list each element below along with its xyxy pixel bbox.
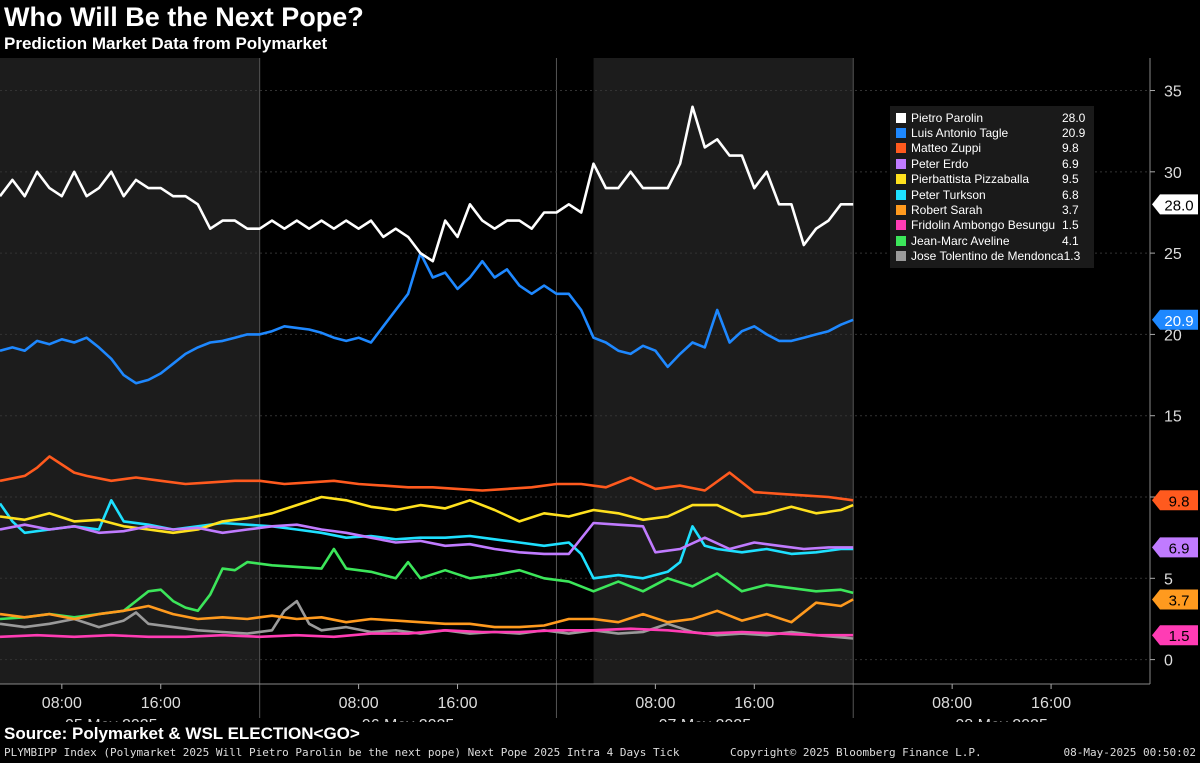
legend-name: Fridolin Ambongo Besungu	[911, 218, 1056, 233]
y-tick-label: 20	[1164, 327, 1182, 344]
legend-value: 28.0	[1062, 110, 1086, 125]
value-marker-box	[1152, 309, 1198, 330]
series-line-luis-antonio-tagle	[0, 251, 854, 385]
x-day-label: 07 May 2025	[659, 717, 752, 722]
series-line-pietro-parolin	[0, 105, 854, 263]
series-line-robert-sarah	[0, 598, 854, 629]
value-marker-label: 6.9	[1169, 540, 1190, 557]
page-subtitle: Prediction Market Data from Polymarket	[4, 34, 328, 53]
legend-swatch	[896, 174, 906, 185]
legend-entry: Matteo Zuppi 9.8	[896, 141, 1088, 156]
x-day-label: 06 May 2025	[362, 717, 455, 722]
x-day-label: 05 May 2025	[65, 717, 158, 722]
legend-name: Luis Antonio Tagle	[911, 126, 1009, 141]
legend-value: 20.9	[1062, 126, 1086, 141]
x-day-label: 08 May 2025	[955, 717, 1048, 722]
value-marker-label: 28.0	[1164, 197, 1193, 214]
legend-entry: Pierbattista Pizzaballa 9.5	[896, 172, 1088, 187]
legend-name: Jean-Marc Aveline	[911, 233, 1010, 248]
legend-entry: Luis Antonio Tagle 20.9	[896, 125, 1088, 140]
legend-swatch	[896, 251, 906, 262]
legend-value: 4.1	[1062, 233, 1079, 248]
value-marker: 20.9	[1152, 309, 1198, 330]
y-tick-label: 15	[1164, 409, 1182, 426]
legend-name: Peter Erdo	[911, 156, 969, 171]
value-marker-label: 1.5	[1169, 628, 1190, 645]
index-description: PLYMBIPP Index (Polymarket 2025 Will Pie…	[4, 746, 680, 759]
legend-swatch	[896, 158, 906, 169]
chart-legend: Pietro Parolin 28.0 Luis Antonio Tagle 20.9…	[890, 106, 1094, 268]
series-line-peter-erdo	[0, 521, 854, 556]
legend-name: Pierbattista Pizzaballa	[911, 172, 1030, 187]
legend-entry: Jose Tolentino de Mendonca 1.3	[896, 249, 1088, 264]
legend-value: 1.3	[1063, 249, 1081, 264]
value-marker-box	[1152, 537, 1198, 558]
y-tick-label: 30	[1164, 165, 1182, 182]
y-tick-label: 25	[1164, 246, 1182, 263]
x-tick-label: 08:00	[932, 695, 972, 712]
value-marker-label: 20.9	[1164, 313, 1193, 330]
copyright-note: Copyright© 2025 Bloomberg Finance L.P.	[730, 746, 982, 759]
legend-value: 1.5	[1062, 218, 1079, 233]
value-marker: 9.8	[1152, 490, 1198, 511]
legend-entry: Peter Erdo 6.9	[896, 156, 1088, 171]
legend-swatch	[896, 235, 906, 246]
legend-name: Pietro Parolin	[911, 110, 984, 125]
x-tick-label: 08:00	[635, 695, 675, 712]
x-tick-label: 08:00	[339, 695, 379, 712]
series-line-fridolin-ambongo-besungu	[0, 627, 854, 639]
shaded-day-band	[593, 58, 854, 684]
value-marker-box	[1152, 589, 1198, 610]
value-marker: 1.5	[1152, 625, 1198, 646]
value-marker-box	[1152, 625, 1198, 646]
legend-entry: Robert Sarah 3.7	[896, 202, 1088, 217]
line-chart: 0510152025303508:0016:0008:0016:0008:001…	[0, 58, 1198, 722]
legend-entry: Fridolin Ambongo Besungu 1.5	[896, 218, 1088, 233]
legend-swatch	[896, 143, 906, 154]
x-tick-label: 16:00	[1031, 695, 1071, 712]
legend-entry: Jean-Marc Aveline 4.1	[896, 233, 1088, 248]
page-title: Who Will Be the Next Pope?	[4, 2, 364, 32]
value-marker-label: 9.8	[1169, 493, 1190, 510]
y-tick-label: 0	[1164, 653, 1173, 670]
legend-name: Matteo Zuppi	[911, 141, 982, 156]
legend-name: Peter Turkson	[911, 187, 986, 202]
series-line-pierbattista-pizzaballa	[0, 495, 854, 535]
legend-value: 6.9	[1062, 156, 1079, 171]
legend-swatch	[896, 189, 906, 200]
y-tick-label: 5	[1164, 571, 1173, 588]
series-line-jose-tolentino-de-mendonca	[0, 599, 854, 640]
legend-swatch	[896, 220, 906, 231]
source-note: Source: Polymarket & WSL ELECTION<GO>	[4, 724, 360, 743]
y-tick-label: 35	[1164, 84, 1182, 101]
series-line-jean-marc-aveline	[0, 547, 854, 621]
value-marker: 3.7	[1152, 589, 1198, 610]
legend-entry: Pietro Parolin 28.0	[896, 110, 1088, 125]
series-line-peter-turkson	[0, 499, 854, 580]
legend-swatch	[896, 128, 906, 139]
value-marker-box	[1152, 490, 1198, 511]
legend-name: Robert Sarah	[911, 203, 983, 218]
timestamp: 08-May-2025 00:50:02	[1063, 746, 1196, 759]
x-tick-label: 08:00	[42, 695, 82, 712]
legend-value: 9.5	[1062, 172, 1079, 187]
series-line-matteo-zuppi	[0, 455, 854, 502]
x-tick-label: 16:00	[734, 695, 774, 712]
legend-value: 9.8	[1062, 141, 1079, 156]
legend-entry: Peter Turkson 6.8	[896, 187, 1088, 202]
legend-name: Jose Tolentino de Mendonca	[911, 249, 1064, 264]
legend-value: 6.8	[1062, 187, 1079, 202]
value-marker: 28.0	[1152, 194, 1198, 215]
value-marker-label: 3.7	[1169, 592, 1190, 609]
legend-swatch	[896, 112, 906, 123]
legend-value: 3.7	[1062, 203, 1079, 218]
value-marker: 6.9	[1152, 537, 1198, 558]
x-tick-label: 16:00	[438, 695, 478, 712]
shaded-day-band	[0, 58, 260, 684]
value-marker-box	[1152, 194, 1198, 215]
legend-swatch	[896, 205, 906, 216]
x-tick-label: 16:00	[141, 695, 181, 712]
